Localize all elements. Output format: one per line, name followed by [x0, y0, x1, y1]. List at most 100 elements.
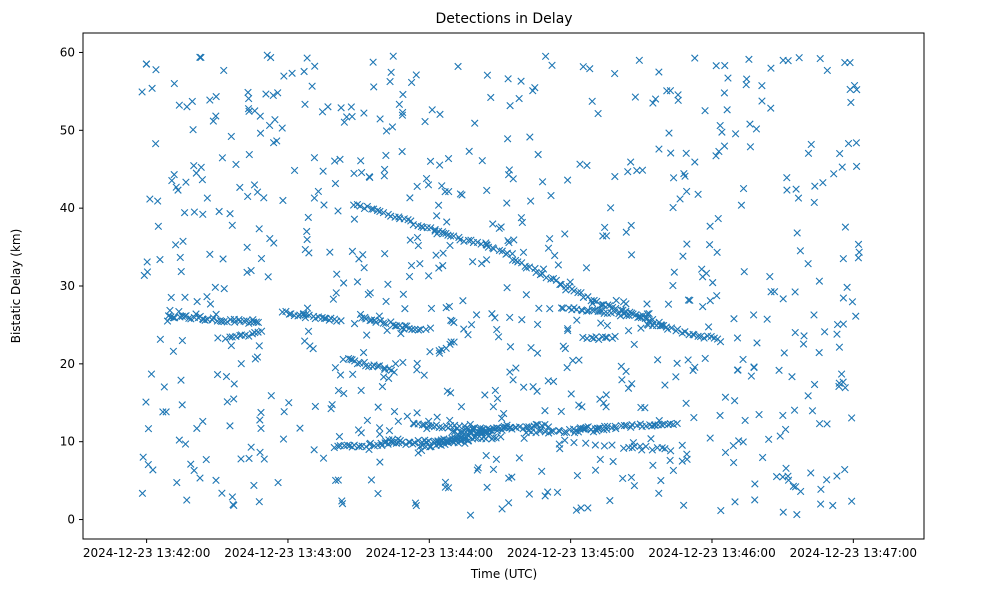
data-point	[538, 467, 546, 475]
data-point	[713, 291, 721, 300]
data-point	[546, 304, 554, 313]
data-point	[255, 342, 263, 350]
data-point	[245, 454, 253, 463]
data-point	[461, 439, 469, 447]
data-point	[504, 75, 512, 83]
data-point	[847, 414, 856, 422]
data-point	[730, 397, 739, 405]
data-point	[683, 450, 691, 458]
data-point	[197, 163, 205, 172]
data-point	[426, 324, 435, 332]
data-point	[758, 453, 767, 462]
data-point	[349, 370, 357, 379]
data-point	[381, 249, 389, 258]
data-point	[629, 438, 638, 447]
data-point	[658, 321, 666, 330]
data-point	[563, 325, 572, 333]
data-point	[493, 394, 502, 403]
data-point	[253, 188, 262, 196]
data-point	[499, 423, 507, 432]
data-point	[416, 325, 425, 334]
data-point	[612, 424, 620, 433]
data-point	[741, 416, 749, 425]
data-point	[512, 364, 520, 372]
x-tick-label: 2024-12-23 13:43:00	[224, 546, 351, 560]
data-point	[560, 428, 569, 437]
data-point	[180, 208, 189, 217]
data-point	[495, 224, 503, 232]
data-point	[649, 99, 657, 107]
data-point	[443, 387, 452, 395]
data-point	[300, 67, 308, 76]
data-point	[541, 420, 549, 429]
data-point	[596, 455, 604, 464]
data-point	[190, 208, 199, 216]
data-point	[143, 258, 151, 266]
data-point	[520, 434, 528, 442]
data-point	[844, 139, 853, 148]
data-point	[266, 53, 275, 62]
data-point	[611, 308, 619, 316]
data-point	[340, 389, 348, 398]
data-point	[372, 318, 380, 327]
data-point	[679, 501, 688, 509]
data-point	[515, 423, 524, 431]
data-point	[753, 339, 761, 347]
data-point	[636, 312, 645, 320]
data-point	[151, 140, 160, 148]
data-point	[474, 464, 482, 472]
data-point	[243, 192, 252, 201]
data-point	[219, 255, 227, 263]
data-point	[413, 233, 422, 242]
data-point	[716, 121, 724, 130]
data-point	[407, 217, 415, 225]
data-point	[541, 52, 550, 61]
data-point	[838, 163, 846, 171]
data-point	[434, 201, 443, 209]
data-point	[188, 97, 196, 106]
data-point	[311, 62, 319, 70]
data-point	[380, 364, 389, 372]
data-point	[350, 169, 358, 178]
data-point	[766, 272, 774, 281]
data-point	[332, 289, 340, 297]
data-point	[366, 173, 374, 182]
data-point	[326, 248, 334, 256]
data-point	[386, 77, 394, 86]
data-point	[320, 201, 328, 209]
data-point	[684, 296, 693, 304]
data-point	[629, 310, 637, 318]
data-point	[142, 60, 151, 68]
data-point	[483, 241, 491, 249]
data-point	[422, 325, 430, 334]
data-point	[270, 239, 278, 247]
data-point	[260, 194, 268, 202]
data-point	[245, 332, 253, 340]
data-point	[228, 493, 237, 501]
data-point	[764, 435, 773, 443]
data-point	[746, 120, 754, 128]
data-point	[181, 440, 190, 448]
data-point	[742, 75, 751, 83]
data-point	[368, 205, 376, 213]
data-point	[493, 325, 501, 334]
data-point	[257, 254, 266, 263]
data-point	[337, 104, 345, 112]
data-point	[548, 61, 556, 70]
data-point	[311, 402, 320, 411]
data-point	[196, 474, 204, 482]
data-point	[146, 195, 154, 203]
data-point	[193, 424, 201, 433]
data-point	[575, 401, 583, 409]
data-point	[655, 68, 663, 76]
data-point	[367, 316, 376, 324]
data-point	[561, 344, 570, 353]
data-point	[445, 302, 454, 311]
data-point	[577, 504, 585, 512]
data-point	[441, 188, 449, 196]
data-point	[596, 424, 604, 432]
data-point	[168, 176, 176, 185]
data-point	[382, 151, 390, 160]
data-point	[751, 480, 759, 488]
data-point	[449, 232, 458, 240]
